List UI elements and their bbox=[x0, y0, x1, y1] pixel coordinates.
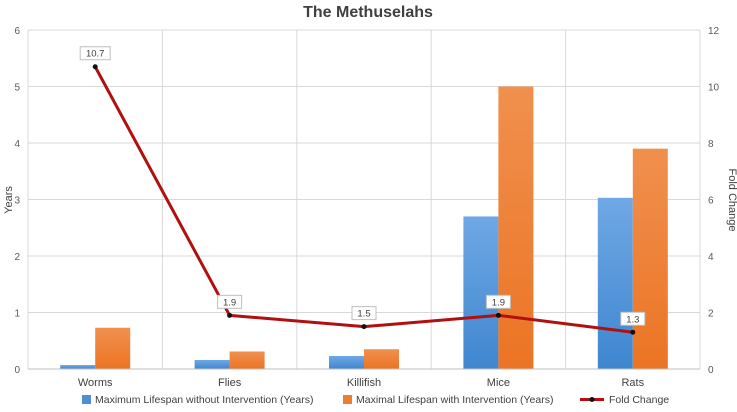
fold-change-data-label: 1.9 bbox=[485, 294, 511, 309]
y-tick-label: 1 bbox=[14, 309, 20, 320]
data-label-box bbox=[620, 311, 646, 326]
y2-tick-label: 12 bbox=[708, 26, 720, 37]
legend-label: Maximum Lifespan without Intervention (Y… bbox=[95, 394, 313, 406]
y2-tick-label: 10 bbox=[708, 83, 720, 94]
legend-swatch-marker bbox=[589, 397, 595, 402]
y2-tick-label: 2 bbox=[708, 309, 714, 320]
bar-with-intervention bbox=[364, 349, 399, 369]
fold-change-data-label: 1.5 bbox=[351, 306, 377, 321]
x-tick-label: Flies bbox=[218, 377, 242, 389]
x-tick-label: Mice bbox=[487, 377, 510, 389]
x-tick-label: Worms bbox=[78, 377, 113, 389]
x-tick-label: Rats bbox=[621, 377, 644, 389]
y-axis-label: Years bbox=[3, 186, 15, 214]
bar-without-intervention bbox=[60, 365, 96, 369]
data-label-box bbox=[217, 294, 243, 309]
legend-label: Fold Change bbox=[609, 394, 669, 406]
legend-swatch bbox=[343, 395, 352, 404]
legend-swatch bbox=[82, 395, 91, 404]
bar-with-intervention bbox=[229, 351, 265, 369]
fold-change-data-label: 1.3 bbox=[620, 311, 646, 326]
data-label-box bbox=[79, 46, 111, 61]
data-label-text: 1.9 bbox=[223, 297, 236, 308]
data-label-text: 1.3 bbox=[626, 314, 639, 325]
bar-without-intervention bbox=[597, 197, 633, 369]
y2-tick-label: 8 bbox=[708, 139, 714, 150]
data-label-text: 10.7 bbox=[86, 49, 105, 60]
legend-item-fold-change: Fold Change bbox=[580, 394, 669, 406]
y-tick-label: 3 bbox=[14, 196, 20, 207]
fold-change-point bbox=[92, 64, 98, 70]
bar-with-intervention bbox=[498, 86, 534, 369]
chart-title: The Methuselahs bbox=[303, 4, 433, 21]
y2-tick-label: 0 bbox=[708, 365, 714, 376]
bar-without-intervention bbox=[463, 216, 499, 369]
y-tick-label: 5 bbox=[14, 83, 20, 94]
y2-axis-label: Fold Change bbox=[726, 169, 737, 232]
fold-change-point bbox=[361, 324, 367, 330]
legend-item-without-intervention: Maximum Lifespan without Intervention (Y… bbox=[82, 394, 313, 406]
data-label-text: 1.9 bbox=[492, 297, 505, 308]
data-label-box bbox=[351, 306, 377, 321]
y2-tick-label: 4 bbox=[708, 252, 714, 263]
x-tick-label: Killifish bbox=[347, 377, 381, 389]
legend: Maximum Lifespan without Intervention (Y… bbox=[82, 394, 669, 406]
fold-change-data-label: 10.7 bbox=[79, 46, 111, 61]
bar-with-intervention bbox=[95, 327, 131, 369]
y-tick-label: 6 bbox=[14, 26, 20, 37]
fold-change-point bbox=[630, 329, 636, 335]
y2-tick-label: 6 bbox=[708, 196, 714, 207]
fold-change-line: 10.7 1.9 1.5 1.9 1.3 bbox=[79, 46, 646, 335]
bar-with-intervention bbox=[632, 148, 668, 369]
fold-change-point bbox=[227, 312, 233, 318]
y-tick-label: 2 bbox=[14, 252, 20, 263]
y-tick-label: 4 bbox=[14, 139, 20, 150]
legend-label: Maximal Lifespan with Intervention (Year… bbox=[356, 394, 553, 406]
bar-without-intervention bbox=[194, 359, 230, 369]
fold-change-data-label: 1.9 bbox=[217, 294, 243, 309]
y-tick-label: 0 bbox=[14, 365, 20, 376]
data-label-box bbox=[485, 294, 511, 309]
fold-change-point bbox=[495, 312, 501, 318]
bars bbox=[60, 86, 668, 369]
data-label-text: 1.5 bbox=[357, 309, 370, 320]
legend-item-with-intervention: Maximal Lifespan with Intervention (Year… bbox=[343, 394, 553, 406]
gridlines bbox=[27, 29, 701, 369]
bar-without-intervention bbox=[329, 356, 364, 369]
